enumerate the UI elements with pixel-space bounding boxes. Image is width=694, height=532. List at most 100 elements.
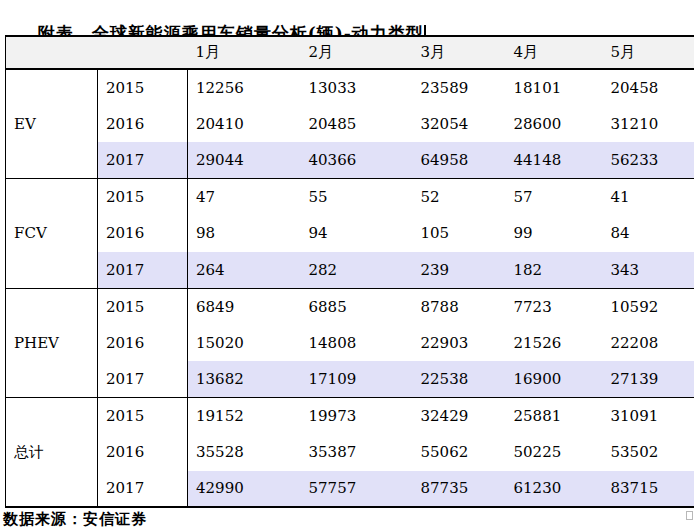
value-cell: 264 — [188, 252, 301, 289]
value-cell: 7723 — [506, 288, 603, 325]
value-cell: 41 — [603, 179, 694, 216]
year-cell: 2015 — [98, 179, 188, 216]
table-row: 20161502014808229032152622208 — [6, 325, 694, 362]
year-cell: 2015 — [98, 288, 188, 325]
value-cell: 83715 — [603, 471, 694, 508]
value-cell: 47 — [188, 179, 301, 216]
year-cell: 2016 — [98, 106, 188, 143]
value-cell: 19973 — [301, 398, 413, 435]
table-row: FCV20154755525741 — [6, 179, 694, 216]
value-cell: 57 — [506, 179, 603, 216]
value-cell: 343 — [603, 252, 694, 289]
value-cell: 53502 — [603, 434, 694, 471]
table-row: EV20151225613033235891810120458 — [6, 69, 694, 106]
sales-table: 1月2月3月4月5月 EV201512256130332358918101204… — [5, 35, 694, 508]
value-cell: 50225 — [506, 434, 603, 471]
value-cell: 12256 — [188, 69, 301, 106]
value-cell: 16900 — [506, 361, 603, 398]
category-cell: EV — [6, 69, 98, 179]
value-cell: 20410 — [188, 106, 301, 143]
value-cell: 99 — [506, 215, 603, 252]
table-row: 2017264282239182343 — [6, 252, 694, 289]
value-cell: 22208 — [603, 325, 694, 362]
value-cell: 57757 — [301, 471, 413, 508]
document-page: 附表 全球新能源乘用车销量分析(辆)-动力类型 1月2月3月4月5月 EV201… — [0, 0, 694, 532]
value-cell: 64958 — [413, 142, 506, 179]
value-cell: 105 — [413, 215, 506, 252]
year-cell: 2016 — [98, 434, 188, 471]
value-cell: 282 — [301, 252, 413, 289]
year-cell: 2015 — [98, 69, 188, 106]
category-cell: 总计 — [6, 398, 98, 508]
value-cell: 55062 — [413, 434, 506, 471]
year-cell: 2017 — [98, 252, 188, 289]
value-cell: 10592 — [603, 288, 694, 325]
month-header-1: 1月 — [188, 36, 301, 69]
value-cell: 31091 — [603, 398, 694, 435]
table-resize-handle-icon — [686, 511, 693, 520]
table-row: 20174299057757877356123083715 — [6, 471, 694, 508]
value-cell: 14808 — [301, 325, 413, 362]
value-cell: 31210 — [603, 106, 694, 143]
value-cell: 35387 — [301, 434, 413, 471]
value-cell: 20458 — [603, 69, 694, 106]
value-cell: 40366 — [301, 142, 413, 179]
table-row: 20162041020485320542860031210 — [6, 106, 694, 143]
value-cell: 6885 — [301, 288, 413, 325]
value-cell: 22903 — [413, 325, 506, 362]
value-cell: 87735 — [413, 471, 506, 508]
year-cell: 2017 — [98, 471, 188, 508]
category-cell: FCV — [6, 179, 98, 289]
value-cell: 27139 — [603, 361, 694, 398]
value-cell: 84 — [603, 215, 694, 252]
value-cell: 19152 — [188, 398, 301, 435]
month-header-2: 2月 — [301, 36, 413, 69]
table-row: 20163552835387550625022553502 — [6, 434, 694, 471]
category-cell: PHEV — [6, 288, 98, 398]
table-row: 总计20151915219973324292588131091 — [6, 398, 694, 435]
year-cell: 2017 — [98, 361, 188, 398]
value-cell: 21526 — [506, 325, 603, 362]
table-row: 20171368217109225381690027139 — [6, 361, 694, 398]
year-cell: 2016 — [98, 325, 188, 362]
data-source-note: 数据来源：安信证券 — [3, 510, 147, 529]
header-category-spacer — [6, 36, 98, 69]
value-cell: 55 — [301, 179, 413, 216]
value-cell: 52 — [413, 179, 506, 216]
table-row: 20172904440366649584414856233 — [6, 142, 694, 179]
value-cell: 15020 — [188, 325, 301, 362]
header-year-spacer — [98, 36, 188, 69]
table-row: PHEV2015684968858788772310592 — [6, 288, 694, 325]
value-cell: 25881 — [506, 398, 603, 435]
value-cell: 13033 — [301, 69, 413, 106]
value-cell: 56233 — [603, 142, 694, 179]
value-cell: 23589 — [413, 69, 506, 106]
value-cell: 94 — [301, 215, 413, 252]
value-cell: 98 — [188, 215, 301, 252]
month-header-4: 4月 — [506, 36, 603, 69]
value-cell: 42990 — [188, 471, 301, 508]
value-cell: 18101 — [506, 69, 603, 106]
value-cell: 28600 — [506, 106, 603, 143]
value-cell: 6849 — [188, 288, 301, 325]
table-row: 201698941059984 — [6, 215, 694, 252]
year-cell: 2017 — [98, 142, 188, 179]
value-cell: 29044 — [188, 142, 301, 179]
value-cell: 32054 — [413, 106, 506, 143]
value-cell: 8788 — [413, 288, 506, 325]
month-header-5: 5月 — [603, 36, 694, 69]
value-cell: 13682 — [188, 361, 301, 398]
value-cell: 17109 — [301, 361, 413, 398]
value-cell: 22538 — [413, 361, 506, 398]
value-cell: 61230 — [506, 471, 603, 508]
value-cell: 35528 — [188, 434, 301, 471]
month-header-3: 3月 — [413, 36, 506, 69]
table-header-row: 1月2月3月4月5月 — [6, 36, 694, 69]
year-cell: 2016 — [98, 215, 188, 252]
value-cell: 239 — [413, 252, 506, 289]
value-cell: 32429 — [413, 398, 506, 435]
value-cell: 44148 — [506, 142, 603, 179]
value-cell: 20485 — [301, 106, 413, 143]
value-cell: 182 — [506, 252, 603, 289]
year-cell: 2015 — [98, 398, 188, 435]
